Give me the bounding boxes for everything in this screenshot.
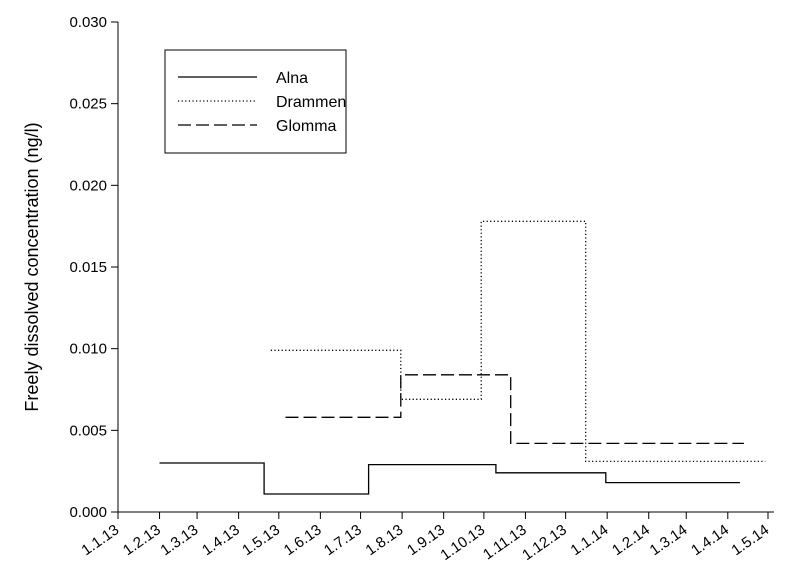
x-tick-label: 1.4.14 <box>688 521 732 559</box>
x-tick-label: 1.5.13 <box>239 521 283 559</box>
y-tick-label: 0.030 <box>69 14 107 31</box>
legend-label-glomma: Glomma <box>276 118 337 135</box>
legend-label-drammen: Drammen <box>276 94 346 111</box>
x-tick-label: 1.7.13 <box>321 521 365 559</box>
x-tick-label: 1.4.13 <box>199 521 243 559</box>
y-axis-title: Freely dissolved concentration (ng/l) <box>22 122 42 411</box>
series-group <box>159 220 766 495</box>
x-tick-label: 1.2.13 <box>120 521 164 559</box>
x-tick-label: 1.8.13 <box>362 521 406 559</box>
x-tick-label: 1.12.13 <box>519 521 570 564</box>
y-tick-label: 0.020 <box>69 177 107 194</box>
series-line-drammen <box>270 220 766 463</box>
y-tick-label: 0.010 <box>69 341 107 358</box>
y-ticks: 0.000 0.005 0.010 0.015 0.020 0.025 0.030 <box>69 14 118 521</box>
series-line-glomma <box>285 374 744 445</box>
y-tick-label: 0.000 <box>69 504 107 521</box>
x-tick-label: 1.6.13 <box>281 521 325 559</box>
x-tick-label: 1.3.14 <box>647 521 691 559</box>
y-tick-label: 0.005 <box>69 422 107 439</box>
x-tick-label: 1.1.14 <box>568 521 612 559</box>
x-tick-label: 1.10.13 <box>437 521 488 564</box>
x-tick-label: 1.3.13 <box>157 521 201 559</box>
series-line-alna <box>159 462 740 495</box>
legend-label-alna: Alna <box>276 70 308 87</box>
x-tick-label: 1.2.14 <box>609 521 653 559</box>
x-tick-label: 1.1.13 <box>78 521 122 559</box>
y-tick-label: 0.015 <box>69 259 107 276</box>
x-tick-label: 1.5.14 <box>728 521 772 559</box>
x-ticks: 1.1.131.2.131.3.131.4.131.5.131.6.131.7.… <box>78 512 772 564</box>
legend-box <box>164 49 347 154</box>
x-tick-label: 1.11.13 <box>480 521 530 563</box>
y-tick-label: 0.025 <box>69 96 107 113</box>
legend: Alna Drammen Glomma <box>164 49 347 154</box>
